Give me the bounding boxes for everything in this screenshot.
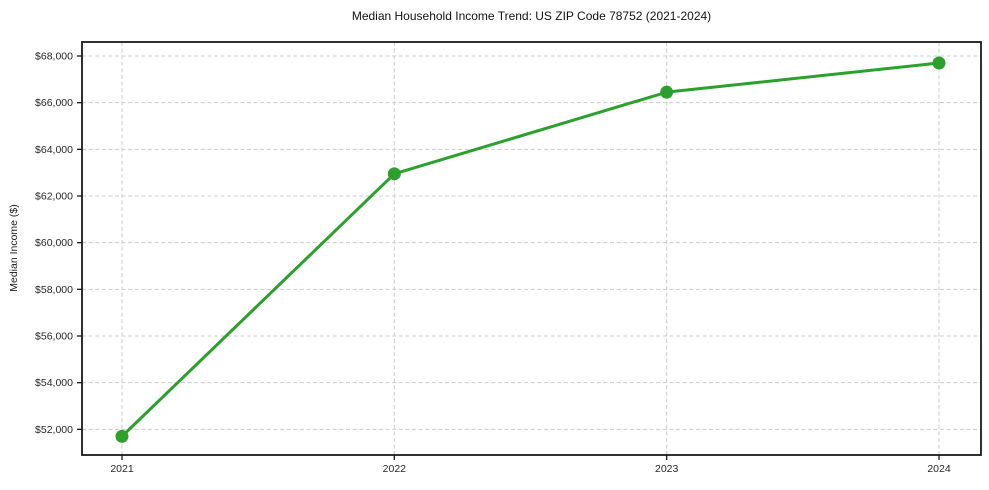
x-tick-label: 2023 — [655, 463, 679, 475]
y-tick-label: $60,000 — [35, 237, 73, 249]
x-tick-label: 2021 — [110, 463, 134, 475]
y-tick-label: $62,000 — [35, 191, 73, 203]
data-point-marker — [932, 56, 946, 70]
data-point-marker — [115, 429, 129, 443]
y-tick-label: $56,000 — [35, 331, 73, 343]
chart-title: Median Household Income Trend: US ZIP Co… — [351, 9, 712, 23]
x-tick-label: 2022 — [383, 463, 407, 475]
plot-border — [81, 41, 982, 456]
y-tick-label: $66,000 — [35, 97, 73, 109]
data-point-marker — [387, 167, 401, 181]
y-axis-label: Median Income ($) — [8, 204, 20, 292]
y-tick-label: $58,000 — [35, 284, 73, 296]
y-tick-label: $64,000 — [35, 144, 73, 156]
trend-line — [120, 61, 941, 438]
y-tick-label: $68,000 — [35, 51, 73, 63]
y-tick-label: $54,000 — [35, 377, 73, 389]
y-tick-label: $52,000 — [35, 424, 73, 436]
data-point-marker — [660, 85, 674, 99]
x-tick-label: 2024 — [927, 463, 951, 475]
